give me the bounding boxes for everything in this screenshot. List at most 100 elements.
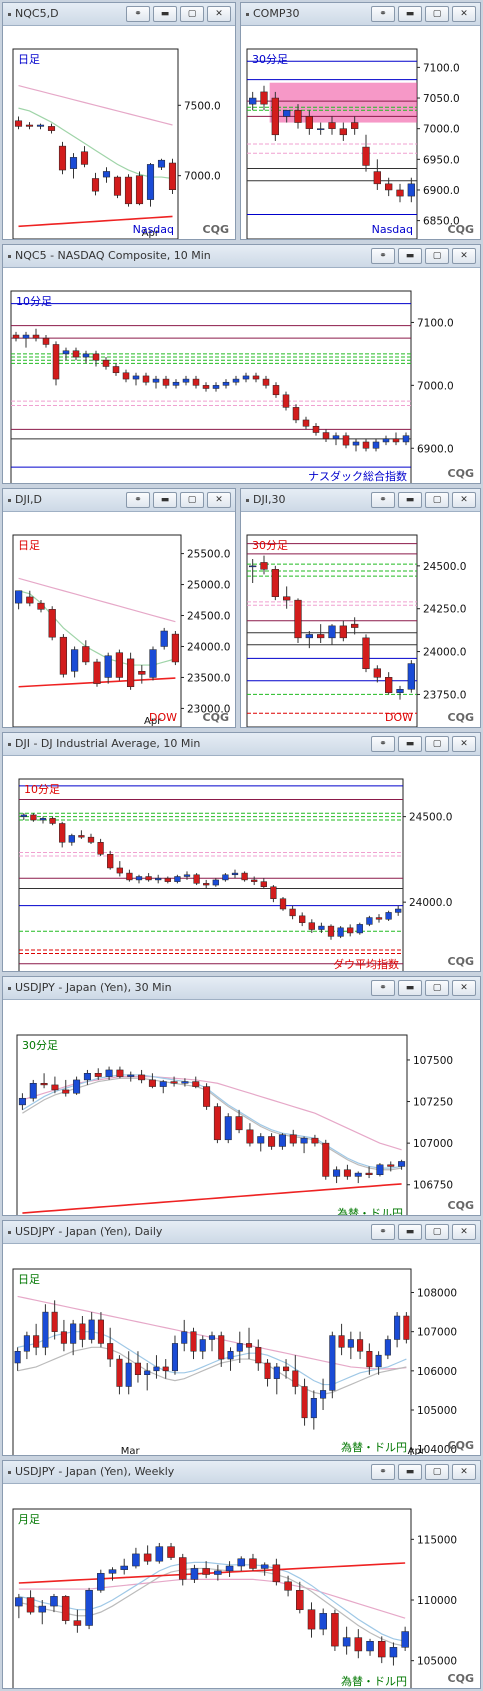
minimize-button[interactable]: ▬ <box>153 492 177 508</box>
candle-body <box>224 1116 232 1141</box>
minimize-button[interactable]: ▬ <box>398 980 422 996</box>
candle-body <box>387 1164 395 1167</box>
minimize-button[interactable]: ▬ <box>398 6 422 22</box>
window-titlebar[interactable]: USDJPY - Japan (Yen), Weekly ⚭ ▬ ▢ ✕ <box>3 1461 480 1484</box>
candle-body <box>116 867 123 874</box>
chart-window[interactable]: DJI,D ⚭ ▬ ▢ ✕ 25500.0 25000.0 24500.0 24000.0 2… <box>2 488 236 728</box>
window-titlebar[interactable]: COMP30 ⚭ ▬ ▢ ✕ <box>241 3 480 26</box>
close-button[interactable]: ✕ <box>452 1224 476 1240</box>
maximize-button[interactable]: ▢ <box>425 248 449 264</box>
window-titlebar[interactable]: DJI,D ⚭ ▬ ▢ ✕ <box>3 489 235 512</box>
chart-plot[interactable]: 115000110000105000Aug 17SepOctNovDecJan … <box>3 1483 480 1688</box>
candle-body <box>343 1169 351 1177</box>
chart-window[interactable]: DJI - DJ Industrial Average, 10 Min ⚭ ▬ ▢ ✕… <box>2 732 481 972</box>
candle-body <box>149 649 157 678</box>
candle-body <box>283 596 291 601</box>
candle-body <box>317 634 325 639</box>
maximize-button[interactable]: ▢ <box>180 492 204 508</box>
minimize-button[interactable]: ▬ <box>398 248 422 264</box>
minimize-button[interactable]: ▬ <box>153 6 177 22</box>
window-titlebar[interactable]: USDJPY - Japan (Yen), 30 Min ⚭ ▬ ▢ ✕ <box>3 977 480 1000</box>
minimize-button[interactable]: ▬ <box>398 736 422 752</box>
chart-plot[interactable]: 1080001070001060001050001040001926010512… <box>3 1243 480 1455</box>
maximize-button[interactable]: ▢ <box>180 6 204 22</box>
window-titlebar[interactable]: DJI - DJ Industrial Average, 10 Min ⚭ ▬ ▢ ✕ <box>3 733 480 756</box>
candle-body <box>170 1081 178 1084</box>
window-titlebar[interactable]: USDJPY - Japan (Yen), Daily ⚭ ▬ ▢ ✕ <box>3 1221 480 1244</box>
candle-body <box>202 385 210 389</box>
candle-body <box>115 652 124 678</box>
close-button[interactable]: ✕ <box>452 6 476 22</box>
candle-body <box>78 835 85 838</box>
close-button[interactable]: ✕ <box>452 248 476 264</box>
minimize-button[interactable]: ▬ <box>398 1224 422 1240</box>
candle-body <box>271 569 279 597</box>
candle-body <box>144 1370 151 1376</box>
chart-window[interactable]: COMP30 ⚭ ▬ ▢ ✕ 7100.0 7050.0 7000.0 6950.0 6900… <box>240 2 481 240</box>
link-icon[interactable]: ⚭ <box>126 6 150 22</box>
link-icon[interactable]: ⚭ <box>371 248 395 264</box>
candle-body <box>362 441 370 449</box>
candle-body <box>199 1339 206 1352</box>
candle-body <box>402 435 410 443</box>
candle-body <box>15 1597 23 1607</box>
chart-plot[interactable]: 25500.0 25000.0 24500.0 24000.0 23500.0 23000… <box>3 511 235 727</box>
maximize-button[interactable]: ▢ <box>425 492 449 508</box>
link-icon[interactable]: ⚭ <box>371 980 395 996</box>
moving-average-line <box>18 1567 406 1647</box>
instrument-label: DOW <box>149 711 177 724</box>
chart-window[interactable]: NQC5 - NASDAQ Composite, 10 Min ⚭ ▬ ▢ ✕ 710… <box>2 244 481 484</box>
window-titlebar[interactable]: NQC5,D ⚭ ▬ ▢ ✕ <box>3 3 235 26</box>
chart-plot[interactable]: 24500.024000.06-22:3023:3000:3001:3002:3… <box>3 755 480 971</box>
link-icon[interactable]: ⚭ <box>371 1464 395 1480</box>
link-icon[interactable]: ⚭ <box>371 6 395 22</box>
candle-body <box>60 1331 67 1344</box>
close-button[interactable]: ✕ <box>452 1464 476 1480</box>
link-icon[interactable]: ⚭ <box>371 1224 395 1240</box>
window-titlebar[interactable]: DJI,30 ⚭ ▬ ▢ ✕ <box>241 489 480 512</box>
candle-body <box>302 419 310 427</box>
maximize-button[interactable]: ▢ <box>425 1464 449 1480</box>
candle-body <box>212 385 220 389</box>
chart-window[interactable]: DJI,30 ⚭ ▬ ▢ ✕ 24500.0 24250.0 24000.0 23750.0… <box>240 488 481 728</box>
candle-body <box>50 1596 58 1607</box>
candle-body <box>182 378 190 383</box>
candle-body <box>362 637 370 669</box>
close-button[interactable]: ✕ <box>452 980 476 996</box>
chart-plot[interactable]: 10750010725010700010675014:0016:0018:002… <box>3 999 480 1215</box>
candle-body <box>190 1331 197 1352</box>
link-icon[interactable]: ⚭ <box>126 492 150 508</box>
chart-window[interactable]: NQC5,D ⚭▬▢✕ 7500.07000.0192602Apr日足Nasda… <box>2 2 236 240</box>
candle-body <box>107 854 114 869</box>
maximize-button[interactable]: ▢ <box>425 1224 449 1240</box>
candle-body <box>39 818 47 821</box>
chart-plot[interactable]: 7100.07000.06900.06-22:3023:3000:3001:30… <box>3 267 480 483</box>
candle-body <box>178 1557 187 1580</box>
chart-plot[interactable]: 24500.024250.024000.023750.06-22:307-02:… <box>241 511 480 727</box>
link-icon[interactable]: ⚭ <box>371 736 395 752</box>
maximize-button[interactable]: ▢ <box>425 980 449 996</box>
close-button[interactable]: ✕ <box>452 736 476 752</box>
cqg-logo-icon: CQG <box>448 223 474 236</box>
maximize-button[interactable]: ▢ <box>425 6 449 22</box>
close-button[interactable]: ✕ <box>207 492 231 508</box>
chart-plot[interactable]: 7500.07000.0192602Apr日足NasdaqCQG <box>3 25 235 239</box>
candle-body <box>308 922 315 930</box>
candle-body <box>91 178 100 192</box>
minimize-button[interactable]: ▬ <box>398 492 422 508</box>
chart-window[interactable]: USDJPY - Japan (Yen), Weekly ⚭ ▬ ▢ ✕ 115000… <box>2 1460 481 1689</box>
maximize-button[interactable]: ▢ <box>425 736 449 752</box>
window-titlebar[interactable]: NQC5 - NASDAQ Composite, 10 Min ⚭ ▬ ▢ ✕ <box>3 245 480 268</box>
close-button[interactable]: ✕ <box>207 6 231 22</box>
y-tick-label: 24000.0 <box>423 647 466 659</box>
link-icon[interactable]: ⚭ <box>371 492 395 508</box>
candle-body <box>164 877 171 882</box>
chart-window[interactable]: USDJPY - Japan (Yen), Daily ⚭ ▬ ▢ ✕ 108000 1… <box>2 1220 481 1456</box>
candle-body <box>127 1074 135 1077</box>
close-button[interactable]: ✕ <box>452 492 476 508</box>
chart-window[interactable]: USDJPY - Japan (Yen), 30 Min ⚭ ▬ ▢ ✕ 107500… <box>2 976 481 1216</box>
candle-body <box>232 378 240 383</box>
minimize-button[interactable]: ▬ <box>398 1464 422 1480</box>
chart-plot[interactable]: 7100.07050.07000.06950.06900.06850.06-22… <box>241 25 480 239</box>
candle-body <box>12 334 20 339</box>
